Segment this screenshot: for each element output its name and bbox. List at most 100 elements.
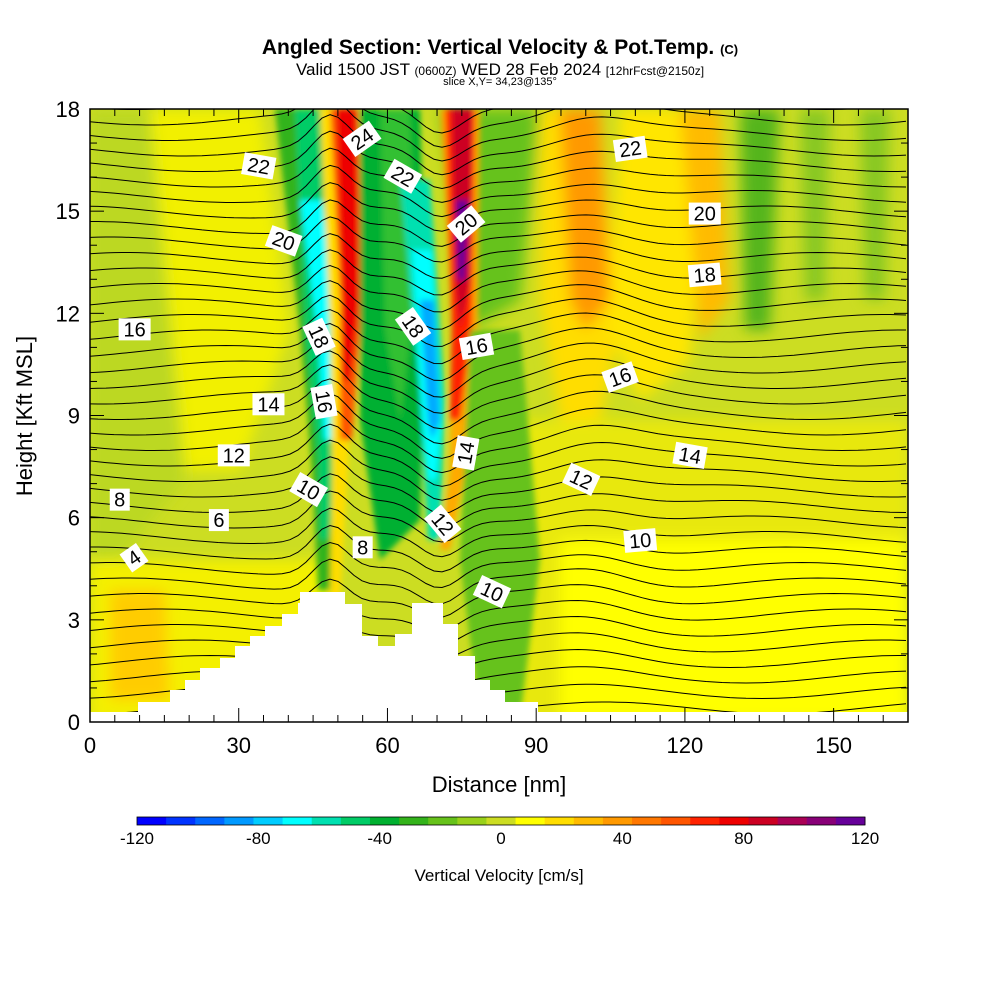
contour-label-text: 10 (628, 530, 652, 554)
isentrope (90, 109, 907, 162)
contour-label-box (310, 384, 338, 420)
isentrope (90, 147, 907, 203)
contour-label-text: 20 (694, 204, 716, 226)
contour-label-text: 8 (357, 537, 368, 559)
x-tick-label: 150 (815, 733, 852, 758)
contour-label-box (394, 306, 432, 346)
terrain (90, 592, 908, 722)
isentrope (90, 294, 907, 347)
x-axis-label: Distance [nm] (432, 772, 567, 797)
colorbar-tick-label: 40 (613, 829, 632, 848)
colorbar-swatch (224, 817, 254, 825)
y-tick-label: 0 (68, 710, 80, 735)
colorbar-swatch (748, 817, 779, 825)
chart-subtitle: Valid 1500 JST (0600Z) WED 28 Feb 2024 [… (295, 60, 705, 79)
contour-label-box (424, 504, 462, 544)
isentrope (90, 350, 907, 414)
contour-label-text: 12 (223, 445, 245, 467)
colorbar-tick-label: 120 (851, 829, 879, 848)
isentrope (90, 456, 907, 515)
isentrope (90, 233, 907, 279)
contour-label-box (472, 574, 512, 609)
contour-label-text: 8 (114, 490, 125, 512)
isentrope (90, 648, 906, 675)
contour-label: 6 (208, 509, 229, 532)
isentrope (90, 558, 907, 605)
contour-label: 12 (217, 444, 250, 467)
contour-label-box (601, 361, 639, 393)
contour-label-box (352, 536, 373, 559)
contour-label: 8 (352, 536, 373, 559)
isentrope (90, 439, 907, 501)
colorbar-swatch (282, 817, 313, 825)
contour-label-text: 14 (677, 444, 703, 470)
isentrope (90, 392, 907, 459)
isentrope (90, 322, 907, 382)
contour-label-box (623, 528, 658, 553)
colorbar-swatch (719, 817, 750, 825)
colorbar-swatch (602, 817, 633, 825)
slice-info: slice X,Y= 34,23@135° (443, 76, 557, 88)
y-tick-label: 12 (56, 301, 80, 326)
y-tick-label: 3 (68, 608, 80, 633)
isentrope (90, 615, 907, 647)
contour-label-text: 22 (618, 137, 643, 162)
contour-label: 18 (687, 262, 722, 288)
contour-label-box (452, 435, 480, 471)
contour-label: 16 (118, 318, 151, 341)
isentrope (90, 130, 907, 190)
colorbar-tick-label: -80 (246, 829, 271, 848)
contour-label: 8 (109, 488, 130, 512)
colorbar-swatch (690, 817, 720, 825)
contour-label: 16 (310, 384, 338, 420)
contour-label-text: 16 (310, 389, 336, 415)
isentrope (90, 336, 907, 398)
contour-label: 14 (452, 435, 480, 471)
isentrope (90, 309, 906, 365)
colorbar-tick-label: 0 (496, 829, 505, 848)
contour-label-text: 16 (464, 335, 490, 361)
y-tick-label: 18 (56, 97, 80, 122)
contour-label: 20 (688, 202, 721, 226)
contour-label-box (289, 472, 328, 508)
colorbar-tick-label: -120 (120, 829, 154, 848)
colorbar-swatch (369, 817, 400, 825)
contour-label-box (264, 225, 303, 257)
colorbar-swatch (544, 817, 575, 825)
colorbar-swatch (515, 817, 546, 825)
isentrope (90, 114, 907, 176)
colorbar-swatch (428, 817, 458, 825)
contour-label-box (109, 488, 130, 511)
y-axis: 0 3 6 9 12 15 18 (56, 97, 908, 735)
chart-title: Angled Section: Vertical Velocity & Pot.… (261, 36, 739, 59)
isentrope (90, 632, 907, 661)
contour-label-box (119, 542, 149, 573)
contour-label: 16 (458, 332, 495, 361)
isentrope (90, 364, 907, 430)
contour-label: 22 (241, 152, 277, 180)
x-tick-label: 0 (84, 733, 96, 758)
y-tick-label: 6 (68, 506, 80, 531)
colorbar-swatch (311, 817, 342, 825)
isentrope (90, 541, 907, 589)
contour-label-box (687, 262, 722, 288)
colorbar-frame (136, 816, 866, 826)
isentrope (90, 507, 907, 558)
colorbar-tick-label: 80 (734, 829, 753, 848)
colorbar-swatch (486, 817, 517, 825)
contour-label-box (241, 152, 277, 180)
contour-label-text: 14 (257, 394, 279, 416)
isentrope (90, 264, 907, 313)
colorbar-swatch (166, 817, 196, 825)
contour-label: 22 (612, 135, 648, 162)
contour-label-box (688, 202, 721, 225)
isentrope (90, 164, 907, 218)
y-axis-label: Height [Kft MSL] (12, 336, 37, 496)
contour-label-box (446, 205, 486, 243)
colorbar-swatch (457, 817, 487, 825)
colorbar: -120 -80 -40 0 40 80 120 (120, 816, 879, 848)
contour-label-box (208, 509, 229, 532)
contour-label-box (342, 120, 382, 158)
contour-label-box (118, 318, 151, 341)
